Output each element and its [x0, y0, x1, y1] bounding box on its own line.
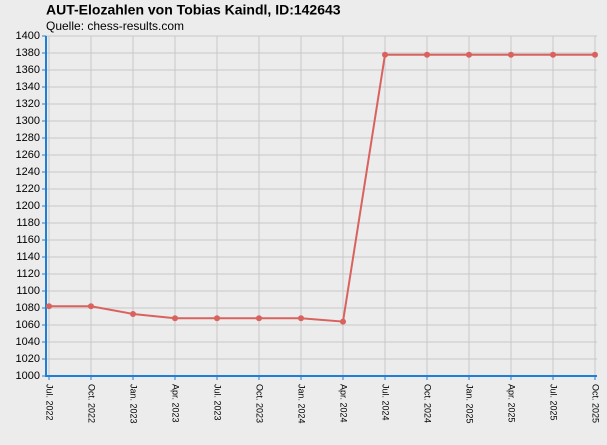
line: [49, 53, 595, 323]
x-tick-label: Apr. 2024: [339, 384, 349, 423]
y-tick-label: 1400: [16, 30, 40, 42]
point: [172, 315, 178, 322]
y-tick-label: 1180: [16, 217, 40, 229]
y-tick-label: 1060: [16, 319, 40, 331]
point: [256, 315, 262, 322]
x-tick-label: Oct. 2023: [255, 384, 265, 423]
x-tick-label: Oct. 2022: [87, 384, 97, 423]
y-tick-label: 1280: [16, 132, 40, 144]
x-tick-label: Oct. 2024: [423, 384, 433, 423]
x-tick-label: Jan. 2023: [129, 384, 139, 424]
y-tick-label: 1320: [16, 98, 40, 110]
y-tick-label: 1020: [16, 353, 40, 365]
point: [592, 51, 598, 58]
y-tick-label: 1260: [16, 149, 40, 161]
x-tick-label: Jul. 2025: [549, 384, 559, 421]
point: [298, 315, 304, 322]
chart-title: AUT-Elozahlen von Tobias Kaindl, ID:1426…: [46, 2, 341, 18]
y-tick-label: 1340: [16, 81, 40, 93]
y-tick-label: 1120: [16, 268, 40, 280]
y-tick-label: 1160: [16, 234, 40, 246]
y-tick-label: 1080: [16, 302, 40, 314]
point: [382, 51, 388, 58]
x-tick-label: Oct. 2025: [591, 384, 601, 423]
y-tick-label: 1140: [16, 251, 40, 263]
x-tick-label: Apr. 2023: [171, 384, 181, 423]
x-tick-label: Jul. 2023: [213, 384, 223, 421]
point: [508, 51, 514, 58]
y-tick-label: 1040: [16, 336, 40, 348]
y-tick-label: 1360: [16, 64, 40, 76]
point: [46, 303, 52, 310]
x-tick-label: Jan. 2024: [297, 384, 307, 424]
x-tick-label: Apr. 2025: [507, 384, 517, 423]
y-tick-label: 1380: [16, 47, 40, 59]
point: [550, 51, 556, 58]
y-tick-label: 1240: [16, 166, 40, 178]
point: [130, 310, 136, 317]
point: [214, 315, 220, 322]
y-tick-label: 1100: [16, 285, 40, 297]
x-tick-label: Jan. 2025: [465, 384, 475, 424]
x-tick-label: Jul. 2022: [45, 384, 55, 421]
y-tick-label: 1000: [16, 370, 40, 382]
chart-subtitle: Quelle: chess-results.com: [46, 19, 184, 33]
y-tick-label: 1300: [16, 115, 40, 127]
point: [466, 51, 472, 58]
point: [424, 51, 430, 58]
point: [340, 318, 346, 325]
x-tick-label: Jul. 2024: [381, 384, 391, 421]
y-tick-label: 1200: [16, 200, 40, 212]
point: [88, 303, 94, 310]
y-tick-label: 1220: [16, 183, 40, 195]
